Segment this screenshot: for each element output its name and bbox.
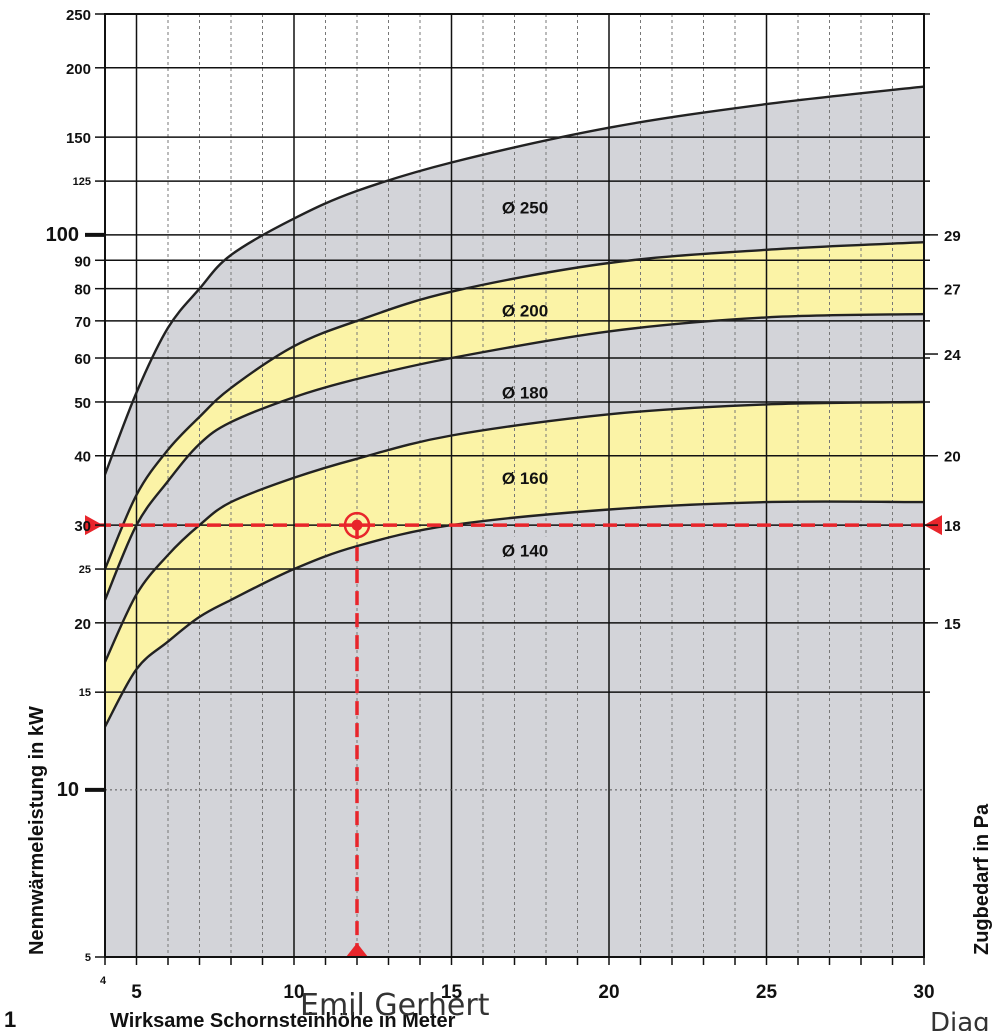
right-tick-label: 24 <box>944 347 961 364</box>
y-tick-label: 150 <box>66 130 91 147</box>
grid <box>104 13 930 965</box>
band-2 <box>105 402 924 727</box>
x-tick-label: 4 <box>100 975 107 987</box>
y-tick-label: 125 <box>73 176 91 188</box>
chart-background <box>105 86 924 958</box>
curve-label: Ø 200 <box>502 302 548 321</box>
y-tick-label: 80 <box>74 282 91 299</box>
curve-labels: Ø 250 Ø 200 Ø 180 Ø 160 Ø 140 <box>487 199 572 560</box>
right-tick-label: 15 <box>944 616 961 633</box>
right-tick-label: 29 <box>944 228 961 245</box>
figure-number: 1 <box>4 1007 16 1031</box>
marker-arrow-left <box>85 515 103 536</box>
y-tick-label: 100 <box>46 224 79 246</box>
x-tick-label: 25 <box>756 982 778 1003</box>
y-tick-label: 5 <box>85 952 91 964</box>
y-tick-label: 90 <box>74 253 91 270</box>
y-tick-label: 250 <box>66 7 91 24</box>
label-bg <box>487 536 572 559</box>
curve-label: Ø 180 <box>502 384 548 403</box>
curve-label: Ø 250 <box>502 199 548 218</box>
marker-arrow-bottom <box>346 943 368 957</box>
right-tick-label: 18 <box>944 518 961 535</box>
y-tick-label: 70 <box>74 314 91 331</box>
x-tick-label: 20 <box>598 982 619 1003</box>
right-tick-label: 20 <box>944 449 961 466</box>
x-tick-label: 10 <box>283 982 304 1003</box>
y-tick-label: 10 <box>57 779 79 801</box>
curve-label: Ø 140 <box>502 541 548 560</box>
watermark: Emil Gerhert <box>300 988 490 1023</box>
curve-200 <box>103 241 925 570</box>
x-tick-label: 30 <box>913 982 934 1003</box>
curve-label: Ø 160 <box>502 469 548 488</box>
curve-140 <box>103 500 925 728</box>
marker-dot <box>351 519 363 531</box>
curve-250 <box>103 85 925 475</box>
y-tick-label: 20 <box>74 616 91 633</box>
x-axis-title: Wirksame Schornsteinhöhe in Meter <box>110 1010 456 1031</box>
y-axis-title: Nennwärmeleistung in kW <box>26 706 48 955</box>
right-tick-label: 27 <box>944 282 961 299</box>
y-tick-label: 50 <box>74 395 91 412</box>
plot-frame <box>104 13 925 958</box>
y-tick-label: 40 <box>74 449 91 466</box>
curves <box>103 85 925 728</box>
marker-ring <box>343 511 371 539</box>
y-tick-label: 60 <box>74 351 91 368</box>
x-tick-label: 5 <box>131 982 142 1003</box>
curve-180 <box>103 312 925 601</box>
y-tick-label: 15 <box>79 687 91 699</box>
corner-text: Diag <box>930 1008 990 1031</box>
y-tick-label: 30 <box>74 518 91 535</box>
band-1 <box>105 242 924 600</box>
axes: 5101520253040506070809010012515020025045… <box>46 7 962 1003</box>
x-tick-label: 15 <box>441 982 463 1003</box>
right-axis-title: Zugbedarf in Pa <box>971 803 992 955</box>
curve-160 <box>103 400 925 663</box>
y-tick-label: 25 <box>79 564 91 576</box>
y-tick-label: 200 <box>66 61 91 78</box>
